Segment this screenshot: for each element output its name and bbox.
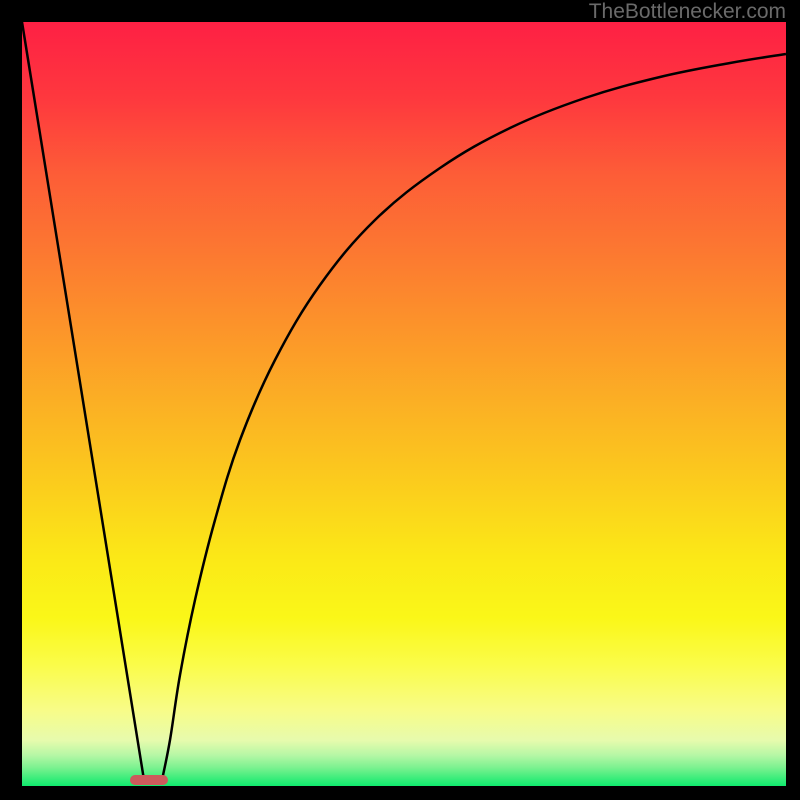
watermark-text: TheBottlenecker.com xyxy=(589,0,786,24)
gradient-background xyxy=(22,22,786,786)
chart-svg xyxy=(0,0,800,800)
chart-container xyxy=(0,0,800,800)
bottleneck-marker xyxy=(130,775,168,785)
